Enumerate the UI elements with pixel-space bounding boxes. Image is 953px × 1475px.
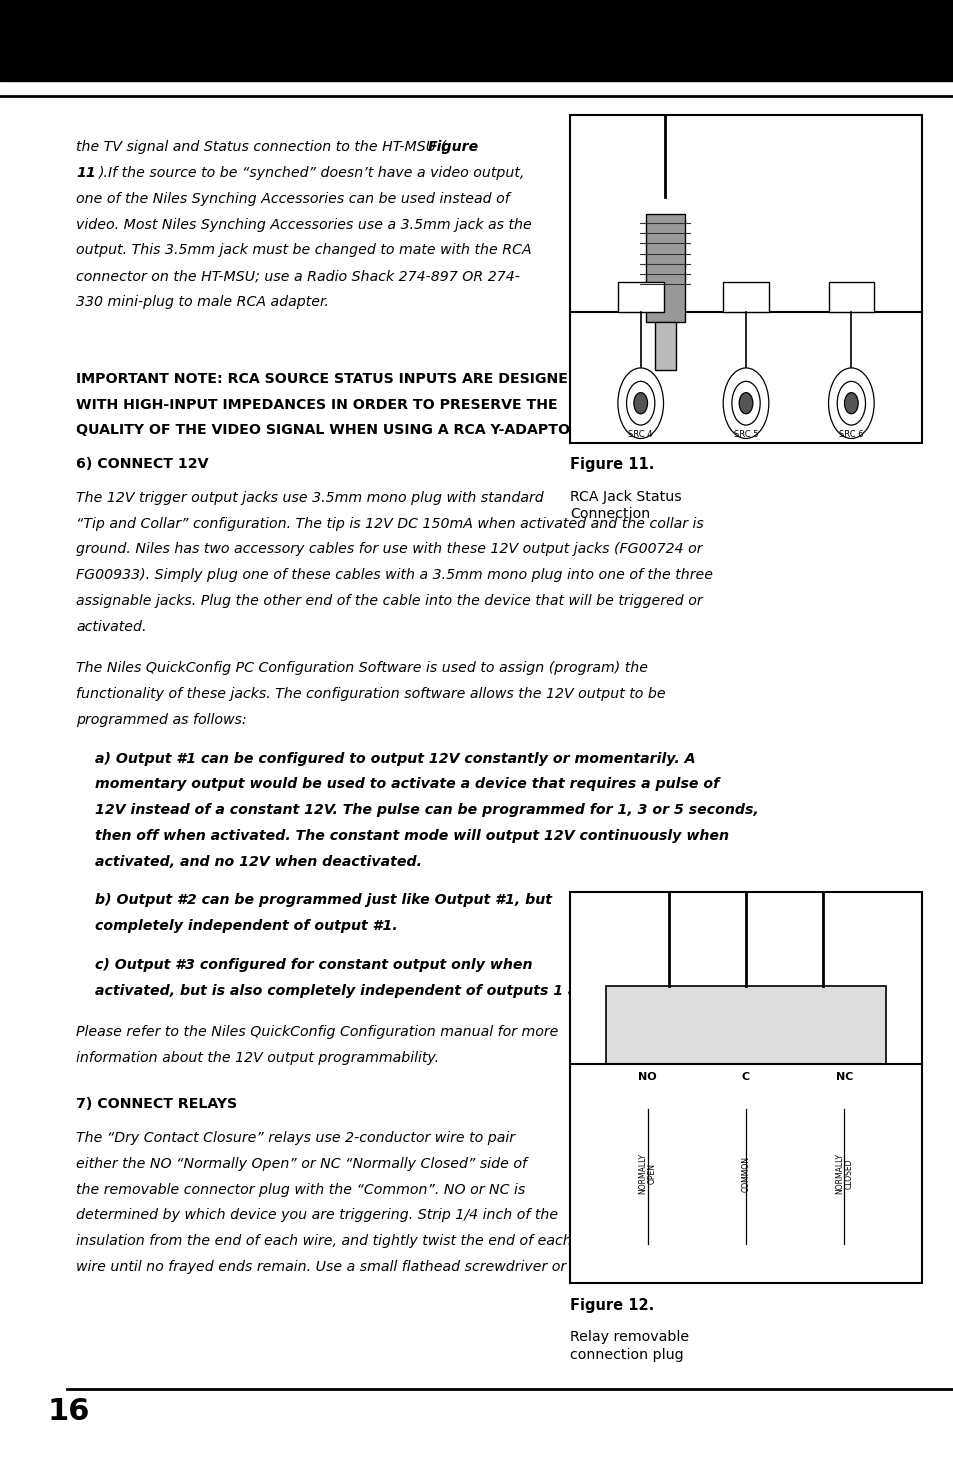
Circle shape (843, 392, 858, 414)
Circle shape (837, 382, 864, 425)
Text: determined by which device you are triggering. Strip 1/4 inch of the: determined by which device you are trigg… (76, 1208, 558, 1223)
Text: activated, and no 12V when deactivated.: activated, and no 12V when deactivated. (95, 855, 422, 869)
Text: Please refer to the Niles QuickConfig Configuration manual for more: Please refer to the Niles QuickConfig Co… (76, 1025, 558, 1038)
Text: ground. Niles has two accessory cables for use with these 12V output jacks (FG00: ground. Niles has two accessory cables f… (76, 543, 702, 556)
Circle shape (739, 392, 752, 414)
Circle shape (626, 382, 654, 425)
Circle shape (633, 392, 647, 414)
Text: completely independent of output #1.: completely independent of output #1. (95, 919, 397, 934)
Text: wire until no frayed ends remain. Use a small flathead screwdriver or: wire until no frayed ends remain. Use a … (76, 1260, 566, 1274)
Text: SRC 4: SRC 4 (628, 431, 652, 440)
Text: 12V instead of a constant 12V. The pulse can be programmed for 1, 3 or 5 seconds: 12V instead of a constant 12V. The pulse… (95, 802, 759, 817)
Text: Figure: Figure (427, 140, 478, 153)
Text: 6) CONNECT 12V: 6) CONNECT 12V (76, 457, 209, 471)
Text: FG00933). Simply plug one of these cables with a 3.5mm mono plug into one of the: FG00933). Simply plug one of these cable… (76, 568, 713, 583)
Text: then off when activated. The constant mode will output 12V continuously when: then off when activated. The constant mo… (95, 829, 729, 842)
Text: WITH HIGH-INPUT IMPEDANCES IN ORDER TO PRESERVE THE: WITH HIGH-INPUT IMPEDANCES IN ORDER TO P… (76, 397, 558, 412)
Text: a) Output #1 can be configured to output 12V constantly or momentarily. A: a) Output #1 can be configured to output… (95, 752, 695, 766)
Text: SRC 5: SRC 5 (733, 431, 758, 440)
Bar (0, 0, 953, 81)
Text: IMPORTANT NOTE: RCA SOURCE STATUS INPUTS ARE DESIGNED: IMPORTANT NOTE: RCA SOURCE STATUS INPUTS… (76, 372, 579, 385)
Bar (618, 282, 663, 311)
Text: Relay removable
connection plug: Relay removable connection plug (570, 1330, 689, 1361)
Bar (827, 282, 873, 311)
Text: The “Dry Contact Closure” relays use 2-conductor wire to pair: The “Dry Contact Closure” relays use 2-c… (76, 1131, 515, 1145)
Text: assignable jacks. Plug the other end of the cable into the device that will be t: assignable jacks. Plug the other end of … (76, 594, 702, 608)
Text: “Tip and Collar” configuration. The tip is 12V DC 150mA when activated and the c: “Tip and Collar” configuration. The tip … (76, 516, 703, 531)
Text: C: C (741, 1072, 749, 1081)
Circle shape (722, 367, 768, 438)
Text: output. This 3.5mm jack must be changed to mate with the RCA: output. This 3.5mm jack must be changed … (76, 243, 532, 257)
Text: 16: 16 (48, 1397, 91, 1426)
Bar (570, 115, 921, 442)
Bar (605, 987, 885, 1065)
Text: NC: NC (835, 1072, 852, 1081)
Text: 7) CONNECT RELAYS: 7) CONNECT RELAYS (76, 1097, 237, 1111)
Text: insulation from the end of each wire, and tightly twist the end of each: insulation from the end of each wire, an… (76, 1235, 572, 1248)
Text: The 12V trigger output jacks use 3.5mm mono plug with standard: The 12V trigger output jacks use 3.5mm m… (76, 491, 543, 504)
Text: SRC 6: SRC 6 (838, 431, 862, 440)
Text: NO: NO (638, 1072, 657, 1081)
Text: information about the 12V output programmability.: information about the 12V output program… (76, 1050, 439, 1065)
Text: connector on the HT-MSU; use a Radio Shack 274-897 OR 274-: connector on the HT-MSU; use a Radio Sha… (76, 268, 519, 283)
Text: the TV signal and Status connection to the HT-MSU (: the TV signal and Status connection to t… (76, 140, 446, 153)
Text: c) Output #3 configured for constant output only when: c) Output #3 configured for constant out… (95, 959, 533, 972)
Text: functionality of these jacks. The configuration software allows the 12V output t: functionality of these jacks. The config… (76, 687, 665, 701)
Text: video. Most Niles Synching Accessories use a 3.5mm jack as the: video. Most Niles Synching Accessories u… (76, 217, 532, 232)
Text: Figure 12.: Figure 12. (570, 1298, 654, 1313)
Text: activated.: activated. (76, 620, 147, 634)
Text: the removable connector plug with the “Common”. NO or NC is: the removable connector plug with the “C… (76, 1183, 525, 1196)
Text: one of the Niles Synching Accessories can be used instead of: one of the Niles Synching Accessories ca… (76, 192, 510, 205)
Bar (645, 214, 684, 322)
Text: COMMON: COMMON (740, 1156, 750, 1192)
Text: ).If the source to be “synched” doesn’t have a video output,: ).If the source to be “synched” doesn’t … (99, 165, 525, 180)
Text: programmed as follows:: programmed as follows: (76, 712, 247, 727)
Text: NORMALLY
CLOSED: NORMALLY CLOSED (834, 1153, 853, 1195)
Text: either the NO “Normally Open” or NC “Normally Closed” side of: either the NO “Normally Open” or NC “Nor… (76, 1156, 527, 1171)
Text: 11: 11 (76, 165, 96, 180)
Text: b) Output #2 can be programmed just like Output #1, but: b) Output #2 can be programmed just like… (95, 894, 552, 907)
Text: 330 mini-plug to male RCA adapter.: 330 mini-plug to male RCA adapter. (76, 295, 329, 308)
Bar (654, 322, 675, 370)
Circle shape (827, 367, 873, 438)
Circle shape (731, 382, 760, 425)
Text: activated, but is also completely independent of outputs 1 and 2.: activated, but is also completely indepe… (95, 984, 618, 997)
Bar (722, 282, 768, 311)
Text: The Niles QuickConfig PC Configuration Software is used to assign (program) the: The Niles QuickConfig PC Configuration S… (76, 661, 648, 676)
Text: QUALITY OF THE VIDEO SIGNAL WHEN USING A RCA Y-ADAPTOR.: QUALITY OF THE VIDEO SIGNAL WHEN USING A… (76, 423, 586, 437)
Text: momentary output would be used to activate a device that requires a pulse of: momentary output would be used to activa… (95, 777, 719, 791)
Circle shape (618, 367, 663, 438)
Text: NORMALLY
OPEN: NORMALLY OPEN (638, 1153, 657, 1195)
Bar (570, 892, 921, 1283)
Text: RCA Jack Status
Connection: RCA Jack Status Connection (570, 490, 681, 521)
Text: Figure 11.: Figure 11. (570, 457, 654, 472)
